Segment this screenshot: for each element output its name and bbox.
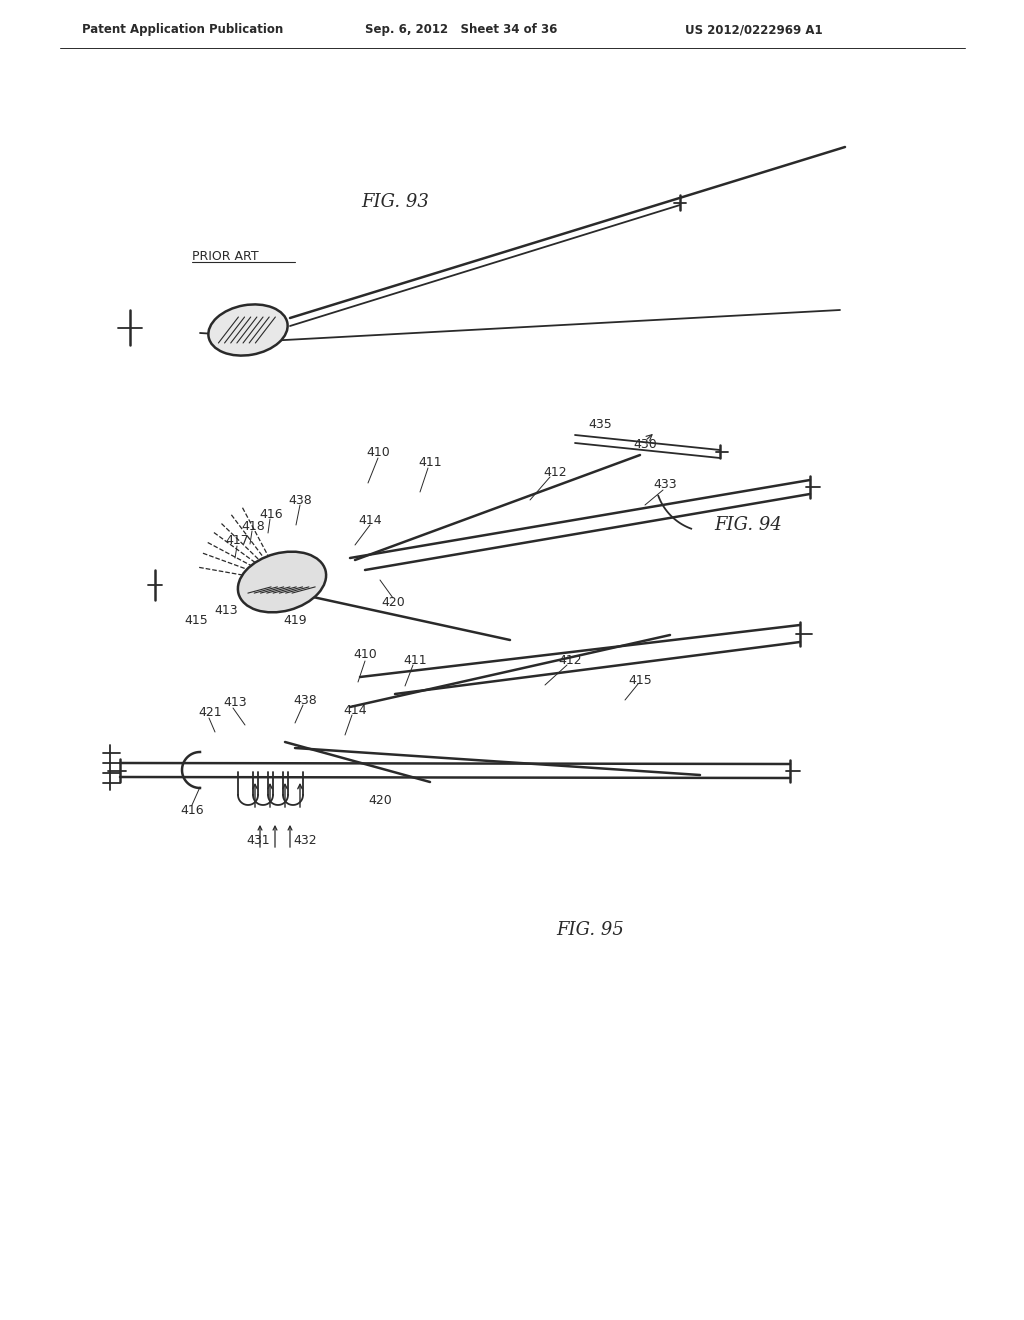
- Text: 418: 418: [241, 520, 265, 533]
- Text: 415: 415: [628, 673, 652, 686]
- Text: 432: 432: [293, 833, 316, 846]
- Text: 412: 412: [543, 466, 567, 479]
- Text: Sep. 6, 2012   Sheet 34 of 36: Sep. 6, 2012 Sheet 34 of 36: [365, 24, 557, 37]
- Text: 421: 421: [199, 706, 222, 719]
- Text: 420: 420: [381, 595, 404, 609]
- Text: 420: 420: [368, 793, 392, 807]
- Text: PRIOR ART: PRIOR ART: [193, 251, 259, 264]
- Text: 416: 416: [259, 507, 283, 520]
- Text: 435: 435: [588, 418, 612, 432]
- Text: 415: 415: [184, 614, 208, 627]
- Text: 412: 412: [558, 653, 582, 667]
- Text: 438: 438: [288, 494, 312, 507]
- Text: 419: 419: [284, 614, 307, 627]
- Text: 410: 410: [367, 446, 390, 458]
- Text: 410: 410: [353, 648, 377, 661]
- Text: 411: 411: [403, 653, 427, 667]
- Text: 433: 433: [653, 479, 677, 491]
- Text: 430: 430: [633, 438, 656, 451]
- Text: 411: 411: [418, 455, 441, 469]
- Text: FIG. 93: FIG. 93: [361, 193, 429, 211]
- Text: 417: 417: [225, 535, 249, 548]
- Text: 413: 413: [214, 603, 238, 616]
- Text: 414: 414: [343, 704, 367, 717]
- Text: 413: 413: [223, 697, 247, 710]
- Text: 414: 414: [358, 513, 382, 527]
- Text: FIG. 94: FIG. 94: [714, 516, 782, 535]
- Text: 416: 416: [180, 804, 204, 817]
- Text: FIG. 95: FIG. 95: [556, 921, 624, 939]
- Ellipse shape: [208, 305, 288, 355]
- Text: US 2012/0222969 A1: US 2012/0222969 A1: [685, 24, 822, 37]
- Text: 431: 431: [246, 833, 269, 846]
- Text: 438: 438: [293, 693, 316, 706]
- Ellipse shape: [238, 552, 326, 612]
- Text: Patent Application Publication: Patent Application Publication: [82, 24, 284, 37]
